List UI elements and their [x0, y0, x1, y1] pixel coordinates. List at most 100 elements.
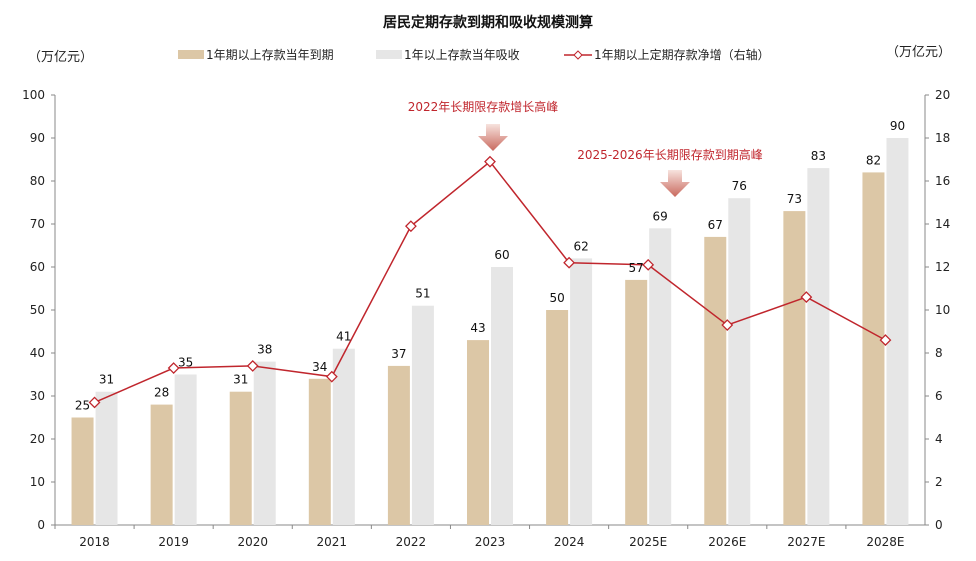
right-tick-label: 0 [935, 518, 943, 532]
legend-label-net: 1年期以上定期存款净增（右轴） [594, 47, 770, 62]
bar-absorbed [886, 138, 909, 525]
bar-absorbed-label: 90 [890, 119, 905, 133]
x-tick-label: 2022 [396, 535, 427, 549]
annotation-text: 2022年长期限存款增长高峰 [408, 99, 559, 114]
bar-maturing-label: 37 [391, 347, 406, 361]
bar-absorbed [411, 305, 434, 525]
right-tick-label: 8 [935, 346, 943, 360]
x-tick-label: 2023 [475, 535, 506, 549]
bar-absorbed [807, 168, 830, 525]
net-increase-point [404, 220, 417, 233]
net-increase-point [484, 155, 496, 168]
bar-maturing-label: 50 [549, 291, 564, 305]
bar-absorbed [728, 198, 751, 525]
right-tick-label: 20 [935, 88, 950, 102]
x-tick-label: 2025E [629, 535, 667, 549]
x-tick-label: 2021 [317, 535, 348, 549]
bar-absorbed [570, 258, 593, 525]
net-increase-point [563, 256, 576, 269]
left-tick-label: 90 [30, 131, 45, 145]
x-tick-label: 2018 [79, 535, 110, 549]
bar-absorbed-label: 83 [811, 149, 826, 163]
left-tick-label: 50 [30, 303, 45, 317]
left-tick-label: 0 [37, 518, 45, 532]
bar-absorbed [491, 267, 513, 525]
bar-maturing [71, 417, 94, 525]
bar-maturing [308, 378, 331, 525]
bar-maturing-label: 73 [787, 192, 802, 206]
bar-maturing-label: 43 [470, 321, 485, 335]
left-tick-label: 100 [22, 88, 45, 102]
down-arrow-icon [660, 170, 690, 197]
x-tick-label: 2024 [554, 535, 585, 549]
bar-absorbed [332, 348, 355, 525]
legend-swatch-absorbed [376, 50, 402, 59]
bar-maturing-label: 57 [629, 261, 644, 275]
bar-absorbed-label: 38 [257, 343, 272, 357]
x-tick-label: 2020 [237, 535, 268, 549]
bar-maturing [467, 340, 489, 525]
left-axis-unit: （万亿元） [28, 50, 93, 65]
bar-maturing-label: 67 [708, 218, 723, 232]
left-tick-label: 30 [30, 389, 45, 403]
legend-label-absorbed: 1年以上存款当年吸收 [404, 48, 520, 62]
net-increase-point [246, 359, 259, 372]
right-tick-label: 18 [935, 131, 950, 145]
bar-maturing [783, 211, 806, 525]
bar-maturing-label: 31 [233, 373, 248, 387]
legend-swatch-maturing [178, 50, 204, 59]
bar-maturing [546, 310, 569, 525]
left-tick-label: 40 [30, 346, 45, 360]
net-increase-point [325, 370, 338, 383]
left-tick-label: 80 [30, 174, 45, 188]
bar-absorbed-label: 51 [415, 287, 430, 301]
bar-absorbed-label: 41 [336, 330, 351, 344]
right-tick-label: 12 [935, 260, 950, 274]
bar-absorbed-label: 60 [494, 248, 509, 262]
right-tick-label: 16 [935, 174, 950, 188]
legend-marker-net [573, 50, 583, 60]
right-tick-label: 6 [935, 389, 943, 403]
legend-label-maturing: 1年期以上存款当年到期 [206, 48, 334, 62]
bar-absorbed-label: 35 [178, 356, 193, 370]
right-tick-label: 2 [935, 475, 943, 489]
bar-absorbed [174, 374, 197, 525]
annotation-text: 2025-2026年长期限存款到期高峰 [577, 147, 762, 162]
down-arrow-icon [478, 124, 508, 151]
bar-maturing [862, 172, 885, 525]
bar-maturing [704, 236, 727, 525]
net-increase-point [800, 291, 813, 304]
bar-maturing [229, 391, 252, 525]
right-axis-unit: （万亿元） [886, 45, 951, 60]
right-tick-label: 14 [935, 217, 950, 231]
net-increase-point [879, 334, 892, 347]
bar-absorbed-label: 76 [732, 179, 747, 193]
x-tick-label: 2027E [787, 535, 825, 549]
bar-maturing [625, 279, 648, 525]
x-tick-label: 2028E [866, 535, 904, 549]
chart-title: 居民定期存款到期和吸收规模测算 [383, 14, 593, 31]
net-increase-point [721, 319, 734, 331]
left-tick-label: 60 [30, 260, 45, 274]
bar-maturing [150, 404, 173, 525]
right-tick-label: 4 [935, 432, 943, 446]
bar-maturing-label: 28 [154, 386, 169, 400]
left-tick-label: 70 [30, 217, 45, 231]
net-increase-point [642, 258, 655, 271]
bar-maturing-label: 34 [312, 360, 327, 374]
bar-absorbed [649, 228, 672, 526]
x-tick-label: 2026E [708, 535, 746, 549]
net-increase-line [94, 160, 886, 404]
left-tick-label: 20 [30, 432, 45, 446]
net-increase-point [167, 362, 180, 374]
right-tick-label: 10 [935, 303, 950, 317]
left-tick-label: 10 [30, 475, 45, 489]
net-increase-point [88, 396, 101, 409]
bar-absorbed-label: 62 [573, 239, 588, 253]
bar-absorbed-label: 69 [653, 209, 668, 223]
bar-absorbed-label: 31 [99, 373, 114, 387]
bar-maturing-label: 25 [75, 399, 90, 413]
legend: 1年期以上存款当年到期 1年以上存款当年吸收 1年期以上定期存款净增（右轴） [178, 47, 770, 62]
